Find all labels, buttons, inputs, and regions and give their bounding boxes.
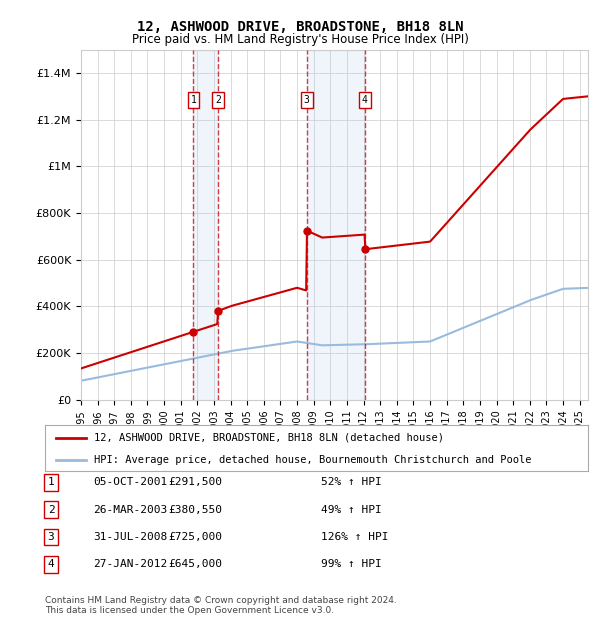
Text: 49% ↑ HPI: 49% ↑ HPI bbox=[321, 505, 382, 515]
Text: 27-JAN-2012: 27-JAN-2012 bbox=[93, 559, 167, 569]
Text: 2: 2 bbox=[47, 505, 55, 515]
Text: £725,000: £725,000 bbox=[168, 532, 222, 542]
Text: Contains HM Land Registry data © Crown copyright and database right 2024.
This d: Contains HM Land Registry data © Crown c… bbox=[45, 596, 397, 615]
Text: 26-MAR-2003: 26-MAR-2003 bbox=[93, 505, 167, 515]
Text: £380,550: £380,550 bbox=[168, 505, 222, 515]
Text: 126% ↑ HPI: 126% ↑ HPI bbox=[321, 532, 389, 542]
Text: £645,000: £645,000 bbox=[168, 559, 222, 569]
Text: 05-OCT-2001: 05-OCT-2001 bbox=[93, 477, 167, 487]
Text: 3: 3 bbox=[47, 532, 55, 542]
Text: 52% ↑ HPI: 52% ↑ HPI bbox=[321, 477, 382, 487]
Text: 12, ASHWOOD DRIVE, BROADSTONE, BH18 8LN: 12, ASHWOOD DRIVE, BROADSTONE, BH18 8LN bbox=[137, 20, 463, 34]
Text: 1: 1 bbox=[190, 95, 196, 105]
Text: 3: 3 bbox=[304, 95, 310, 105]
Text: 4: 4 bbox=[47, 559, 55, 569]
Text: 1: 1 bbox=[47, 477, 55, 487]
Text: Price paid vs. HM Land Registry's House Price Index (HPI): Price paid vs. HM Land Registry's House … bbox=[131, 33, 469, 46]
Text: 4: 4 bbox=[362, 95, 368, 105]
Bar bbox=[193, 50, 218, 400]
Text: 31-JUL-2008: 31-JUL-2008 bbox=[93, 532, 167, 542]
Text: 99% ↑ HPI: 99% ↑ HPI bbox=[321, 559, 382, 569]
Bar bbox=[307, 50, 365, 400]
Text: HPI: Average price, detached house, Bournemouth Christchurch and Poole: HPI: Average price, detached house, Bour… bbox=[94, 454, 532, 464]
Text: 2: 2 bbox=[215, 95, 221, 105]
Text: 12, ASHWOOD DRIVE, BROADSTONE, BH18 8LN (detached house): 12, ASHWOOD DRIVE, BROADSTONE, BH18 8LN … bbox=[94, 433, 444, 443]
Text: £291,500: £291,500 bbox=[168, 477, 222, 487]
